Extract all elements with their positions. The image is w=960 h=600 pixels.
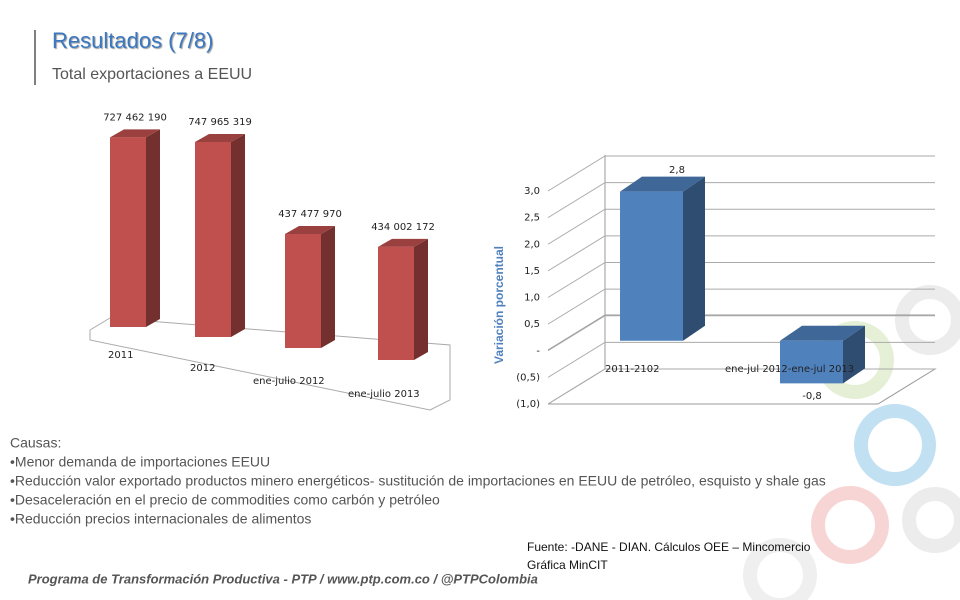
source: Gráfica MinCIT <box>527 558 608 572</box>
x-tick-label: ene-julio 2012 <box>253 376 325 387</box>
causes-heading: Causas: <box>10 435 61 451</box>
value-label: 727 462 190 <box>103 112 167 123</box>
bar <box>285 225 335 348</box>
source: Fuente: -DANE - DIAN. Cálculos OEE – Min… <box>527 540 811 554</box>
y-tick-label: 0,5 <box>524 319 540 330</box>
value-label: -0,8 <box>802 391 822 402</box>
cause-item: •Desaceleración en el precio de commodit… <box>10 492 440 508</box>
y-tick-label: (1,0) <box>516 399 540 410</box>
bar-face <box>285 225 335 234</box>
bar-face <box>843 325 865 384</box>
cause-item: •Reducción valor exportado productos min… <box>10 473 826 489</box>
bar-face <box>110 137 146 327</box>
bar <box>195 134 245 337</box>
bar <box>620 176 705 341</box>
x-tick-label: 2011-2102 <box>605 364 660 375</box>
value-label: 2,8 <box>669 165 685 176</box>
bar-face <box>414 238 428 360</box>
value-label: 747 965 319 <box>188 117 252 128</box>
title: Resultados (7/8) <box>52 28 213 53</box>
bar-face <box>110 129 160 138</box>
y-axis-title: Variación porcentual <box>492 246 506 364</box>
y-tick-label: 1,0 <box>524 293 540 304</box>
y-tick-label: 3,0 <box>524 186 540 197</box>
bar-face <box>620 176 705 192</box>
bar <box>110 129 160 327</box>
value-label: 437 477 970 <box>278 209 342 220</box>
bar-face <box>378 246 414 360</box>
bar-face <box>195 134 245 142</box>
grid-line <box>547 182 935 219</box>
bar-face <box>146 129 160 327</box>
grid-line <box>547 208 935 245</box>
y-tick-label: 2,0 <box>524 239 540 250</box>
x-tick-label: 2011 <box>108 350 133 361</box>
cause-item: •Reducción precios internacionales de al… <box>10 511 311 527</box>
y-tick-label: (0,5) <box>516 372 540 383</box>
grid-line <box>547 262 935 298</box>
grid-line <box>547 315 935 352</box>
grid-line <box>547 155 935 192</box>
grid-line <box>547 235 935 272</box>
bar-face <box>683 176 705 341</box>
footer: Programa de Transformación Productiva - … <box>28 571 538 586</box>
y-tick-label: 2,5 <box>524 213 540 224</box>
bar-face <box>378 238 428 247</box>
bar <box>780 325 865 384</box>
bar-face <box>780 325 865 341</box>
cause-item: •Menor demanda de importaciones EEUU <box>10 454 270 470</box>
x-tick-label: ene-jul 2012-ene-jul 2013 <box>725 364 854 375</box>
bar-face <box>195 142 231 337</box>
subtitle: Total exportaciones a EEUU <box>52 66 252 83</box>
bar-face <box>620 191 683 341</box>
y-tick-label: - <box>536 346 540 357</box>
bar-face <box>321 225 335 348</box>
x-tick-label: ene-julio 2013 <box>348 389 420 400</box>
x-tick-label: 2012 <box>190 363 215 374</box>
bar-face <box>780 340 843 384</box>
y-tick-label: 1,5 <box>524 266 540 277</box>
grid-line <box>547 288 935 325</box>
bar-face <box>285 233 321 348</box>
value-label: 434 002 172 <box>371 222 435 233</box>
bar-face <box>231 134 245 337</box>
bar <box>378 238 428 360</box>
